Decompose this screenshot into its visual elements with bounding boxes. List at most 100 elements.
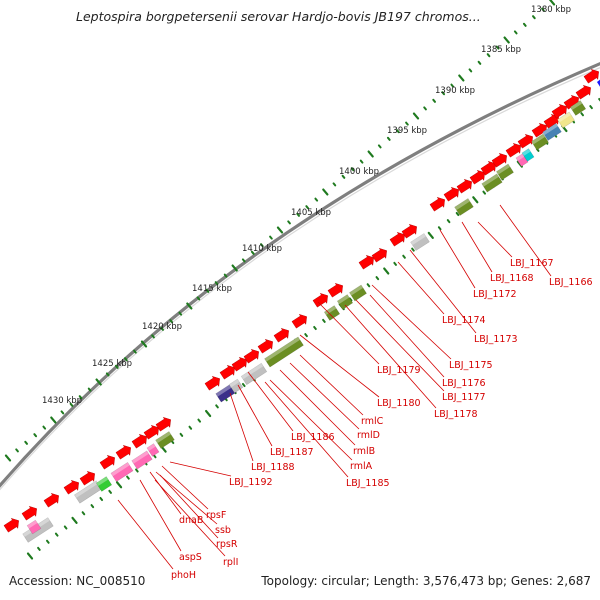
outer-kbp-tick-minor xyxy=(151,334,155,339)
outer-kbp-tick-minor xyxy=(513,30,518,35)
cog-category-block xyxy=(228,378,244,394)
cog-category-block xyxy=(481,173,503,193)
gene-label[interactable]: LBJ_1175 xyxy=(449,360,493,371)
gene-label[interactable]: LBJ_1187 xyxy=(270,447,314,458)
inner-kbp-tick-minor xyxy=(446,219,451,224)
cds-arrow xyxy=(131,433,147,449)
gene-label[interactable]: rmlA xyxy=(350,461,373,472)
cog-category-block xyxy=(531,133,549,151)
gene-label[interactable]: LBJ_1172 xyxy=(473,289,517,300)
outer-kbp-tick-major xyxy=(458,74,465,82)
gene-label[interactable]: LBJ_1177 xyxy=(442,392,486,403)
gene-label[interactable]: rmlC xyxy=(361,416,384,427)
inner-kbp-tick-major xyxy=(71,516,78,524)
gene-leader-line xyxy=(139,479,182,552)
inner-kbp-tick-minor xyxy=(375,276,380,281)
cds-arrow xyxy=(99,454,115,470)
outer-kbp-tick-minor xyxy=(241,258,246,263)
inner-kbp-tick-minor xyxy=(81,511,86,516)
gene-label[interactable]: rmlB xyxy=(353,446,375,457)
kbp-label: 1385 kbp xyxy=(481,45,521,55)
accession-text: Accession: NC_008510 xyxy=(9,574,146,588)
cds-arrow xyxy=(43,492,59,508)
gene-label[interactable]: LBJ_1192 xyxy=(229,477,273,488)
gene-label[interactable]: LBJ_1166 xyxy=(549,277,593,288)
reverse-strand-marker xyxy=(597,79,600,87)
outer-kbp-tick-minor xyxy=(269,235,273,240)
cog-category-block xyxy=(521,148,535,162)
gene-label[interactable]: LBJ_1174 xyxy=(442,315,486,326)
outer-kbp-tick-minor xyxy=(296,212,300,217)
gene-label[interactable]: rmlD xyxy=(357,430,380,441)
gene-label[interactable]: rplI xyxy=(223,557,238,568)
gene-leader-line xyxy=(149,471,182,515)
gene-label[interactable]: phoH xyxy=(171,570,196,581)
gene-label[interactable]: LBJ_1186 xyxy=(291,432,335,443)
gene-label[interactable]: rpsF xyxy=(206,510,226,521)
gene-label[interactable]: dnaB xyxy=(179,515,203,526)
cds-arrow xyxy=(429,196,445,212)
inner-kbp-tick-minor xyxy=(179,432,184,437)
gene-label[interactable]: LBJ_1178 xyxy=(434,409,478,420)
cds-arrow xyxy=(3,517,19,533)
gene-leader-line xyxy=(289,362,360,430)
inner-kbp-tick-minor xyxy=(313,325,317,331)
kbp-label: 1430 kbp xyxy=(42,396,82,406)
outer-kbp-tick-minor xyxy=(160,326,164,331)
gene-leader-line xyxy=(117,499,174,570)
gene-leader-line xyxy=(461,221,493,273)
gene-label[interactable]: LBJ_1176 xyxy=(442,378,486,389)
outer-kbp-tick-minor xyxy=(341,174,346,179)
cog-category-block xyxy=(496,163,514,181)
outer-kbp-tick-major xyxy=(276,226,284,234)
cog-category-block xyxy=(110,462,134,482)
gene-label[interactable]: LBJ_1167 xyxy=(510,258,554,269)
cds-arrow xyxy=(291,313,307,329)
outer-kbp-tick-minor xyxy=(441,91,446,96)
outer-kbp-tick-minor xyxy=(305,205,310,210)
outer-kbp-tick-minor xyxy=(377,144,382,149)
gene-leader-line xyxy=(161,465,209,510)
inner-kbp-tick-minor xyxy=(437,226,442,231)
gene-label[interactable]: aspS xyxy=(179,552,202,563)
outer-kbp-tick-minor xyxy=(314,197,319,202)
inner-kbp-tick-minor xyxy=(241,382,246,388)
inner-kbp-tick-minor xyxy=(482,190,487,195)
gene-label[interactable]: LBJ_1179 xyxy=(377,365,421,376)
kbp-scale-labels: 1380 kbp 1385 kbp 1390 kbp 1395 kbp 1400 kbp… xyxy=(42,5,571,406)
gene-label[interactable]: LBJ_1168 xyxy=(490,273,534,284)
gene-leader-line xyxy=(397,261,445,315)
gene-leader-line xyxy=(299,354,364,416)
outer-kbp-tick-minor xyxy=(396,129,400,134)
cds-arrow xyxy=(358,254,374,270)
inner-kbp-tick-minor xyxy=(63,525,68,530)
gene-label[interactable]: LBJ_1188 xyxy=(251,462,295,473)
gene-label[interactable]: LBJ_1180 xyxy=(377,398,421,409)
inner-kbp-tick-minor xyxy=(215,404,219,409)
gene-leader-line xyxy=(159,474,219,539)
outer-kbp-tick-minor xyxy=(359,159,364,164)
outer-kbp-tick-minor xyxy=(541,7,545,12)
cds-arrow xyxy=(21,505,37,521)
cds-arrow xyxy=(79,470,95,486)
cds-arrow xyxy=(517,133,533,149)
gene-label[interactable]: ssb xyxy=(215,525,231,536)
inner-kbp-tick-minor xyxy=(366,283,371,288)
outer-kbp-tick-major xyxy=(231,264,238,272)
gene-leader-line xyxy=(279,369,356,446)
outer-kbp-tick-minor xyxy=(133,349,137,354)
gene-label-set: LBJ_1167 LBJ_1166 LBJ_1168 LBJ_1172 LBJ_1174… xyxy=(171,258,593,581)
cog-category-block xyxy=(26,519,42,535)
outer-kbp-tick-minor xyxy=(42,425,47,430)
outer-kbp-tick-minor xyxy=(178,311,183,316)
inner-kbp-tick-minor xyxy=(126,475,130,480)
gene-label[interactable]: LBJ_1173 xyxy=(474,334,518,345)
outer-kbp-tick-minor xyxy=(105,372,110,377)
gene-label[interactable]: rpsR xyxy=(216,539,238,550)
kbp-label: 1410 kbp xyxy=(242,244,282,254)
outer-kbp-tick-minor xyxy=(205,288,210,293)
gene-label[interactable]: LBJ_1185 xyxy=(346,478,390,489)
cog-category-block xyxy=(542,123,562,141)
